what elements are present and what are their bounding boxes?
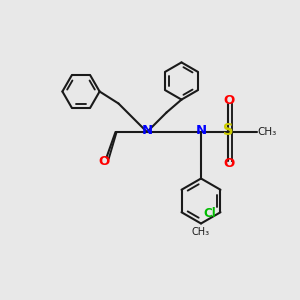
Text: N: N: [195, 124, 207, 137]
Text: N: N: [141, 124, 153, 137]
Text: O: O: [224, 157, 235, 170]
Text: O: O: [224, 94, 235, 107]
Text: S: S: [223, 123, 233, 138]
Text: CH₃: CH₃: [257, 127, 277, 137]
Text: Cl: Cl: [204, 207, 216, 220]
Text: O: O: [98, 154, 110, 168]
Text: CH₃: CH₃: [192, 227, 210, 237]
